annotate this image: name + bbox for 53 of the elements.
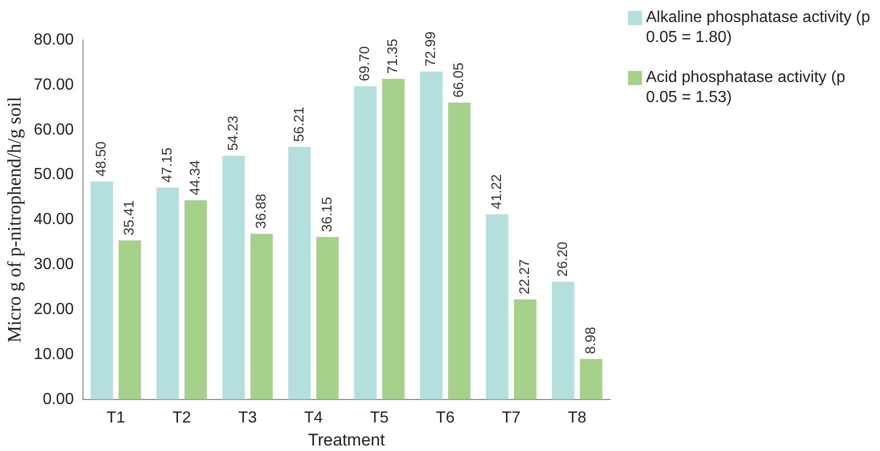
- bar: [250, 234, 273, 400]
- y-axis-title: Micro g of p-nitrophend/h/g soil: [4, 96, 26, 343]
- bar: [514, 299, 536, 400]
- legend-label: Acid phosphatase activity (p 0.05 = 1.53): [646, 68, 846, 108]
- data-label: 54.23: [224, 116, 240, 151]
- bar: [580, 359, 602, 400]
- data-label: 36.88: [252, 193, 268, 229]
- data-label: 35.41: [120, 200, 137, 236]
- bar: [552, 282, 574, 400]
- data-label: 48.50: [92, 141, 109, 177]
- data-label: 69.70: [356, 46, 372, 82]
- y-tick-label: 80.00: [34, 31, 74, 48]
- y-tick-label: 10.00: [34, 346, 74, 363]
- bar: [316, 236, 339, 400]
- y-tick-label: 20.00: [34, 300, 74, 318]
- data-label: 72.99: [422, 31, 438, 66]
- x-tick-label: T4: [304, 409, 323, 426]
- y-tick-label: 30.00: [34, 256, 74, 274]
- bar: [222, 156, 245, 400]
- data-label: 22.27: [516, 259, 532, 294]
- bar: [90, 182, 113, 400]
- x-tick-label: T2: [172, 409, 192, 426]
- x-tick-label: T8: [568, 409, 586, 426]
- legend-label: Alkaline phosphatase activity (p 0.05 = 1.80): [646, 8, 872, 48]
- x-axis-title: Treatment: [308, 430, 386, 450]
- x-tick-label: T6: [436, 409, 455, 426]
- x-tick-label: T5: [370, 409, 389, 426]
- bar: [382, 78, 405, 400]
- data-label: 41.22: [488, 174, 504, 210]
- y-tick-label: 70.00: [34, 76, 74, 94]
- bar: [448, 102, 470, 400]
- x-tick-label: T1: [106, 409, 126, 426]
- bar: [288, 146, 311, 400]
- data-label: 66.05: [450, 62, 466, 98]
- bar: [486, 214, 508, 400]
- y-tick-label: 50.00: [34, 166, 74, 184]
- data-label: 71.35: [384, 38, 400, 74]
- data-label: 56.21: [290, 106, 306, 142]
- bar: [184, 200, 207, 400]
- y-tick-label: 0.00: [42, 390, 74, 408]
- bar: [420, 71, 442, 400]
- x-tick-label: T3: [238, 409, 258, 426]
- data-label: 36.15: [318, 196, 334, 232]
- bar: [156, 188, 179, 400]
- y-tick-label: 60.00: [34, 121, 74, 138]
- data-label: 47.15: [158, 147, 175, 183]
- data-label: 8.98: [582, 326, 598, 354]
- bar: [354, 86, 377, 400]
- data-label: 26.20: [554, 241, 570, 277]
- y-tick-label: 40.00: [34, 211, 74, 228]
- data-label: 44.34: [186, 160, 203, 196]
- x-tick-label: T7: [502, 409, 521, 426]
- bar: [118, 240, 141, 400]
